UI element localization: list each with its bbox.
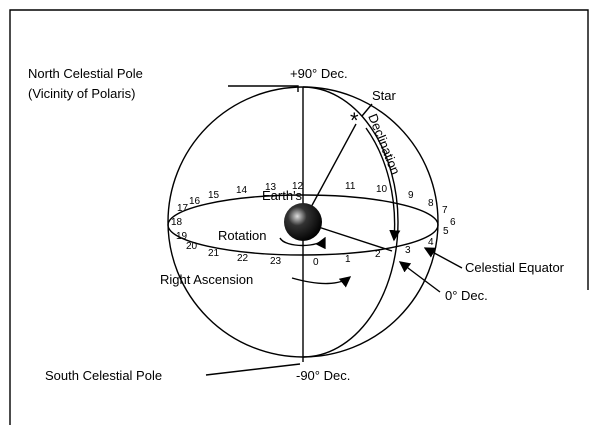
hour-label: 20 [186,241,198,252]
label: Rotation [218,228,266,243]
hour-label: 10 [376,184,388,195]
hour-label: 16 [189,196,201,207]
hour-label: 11 [345,181,356,192]
hour-label: 9 [408,190,414,201]
hour-label: 3 [405,245,411,256]
hour-label: 15 [208,190,220,201]
hour-label: 1 [345,254,351,265]
hour-label: 6 [450,217,456,228]
hour-label: 14 [236,185,248,196]
leader [400,262,440,292]
leader [206,364,300,375]
hour-label: 8 [428,198,434,209]
earth [284,203,322,241]
label: Star [372,88,397,103]
label: Right Ascension [160,272,253,287]
label: South Celestial Pole [45,368,162,383]
hour-label: 17 [177,203,189,214]
label: North Celestial Pole [28,66,143,81]
label: Declination [365,112,403,177]
hour-label: 13 [265,182,277,193]
label: 0° Dec. [445,288,488,303]
ra-arrow [292,277,350,284]
hour-label: 18 [171,217,183,228]
hour-label: 12 [292,181,304,192]
hour-label: 2 [375,249,381,260]
hour-label: 4 [428,237,434,248]
label: -90° Dec. [296,368,350,383]
label: +90° Dec. [290,66,348,81]
hour-label: 23 [270,256,282,267]
hour-label: 0 [313,257,319,268]
label: Celestial Equator [465,260,565,275]
hour-label: 5 [443,226,449,237]
diagram: * North Celestial Pole (Vicinity of Pola… [0,0,598,433]
leader [228,86,298,92]
hour-label: 21 [208,248,220,259]
hour-label: 7 [442,205,448,216]
hour-label: 22 [237,253,249,264]
star-icon: * [350,108,359,133]
label: (Vicinity of Polaris) [28,86,135,101]
